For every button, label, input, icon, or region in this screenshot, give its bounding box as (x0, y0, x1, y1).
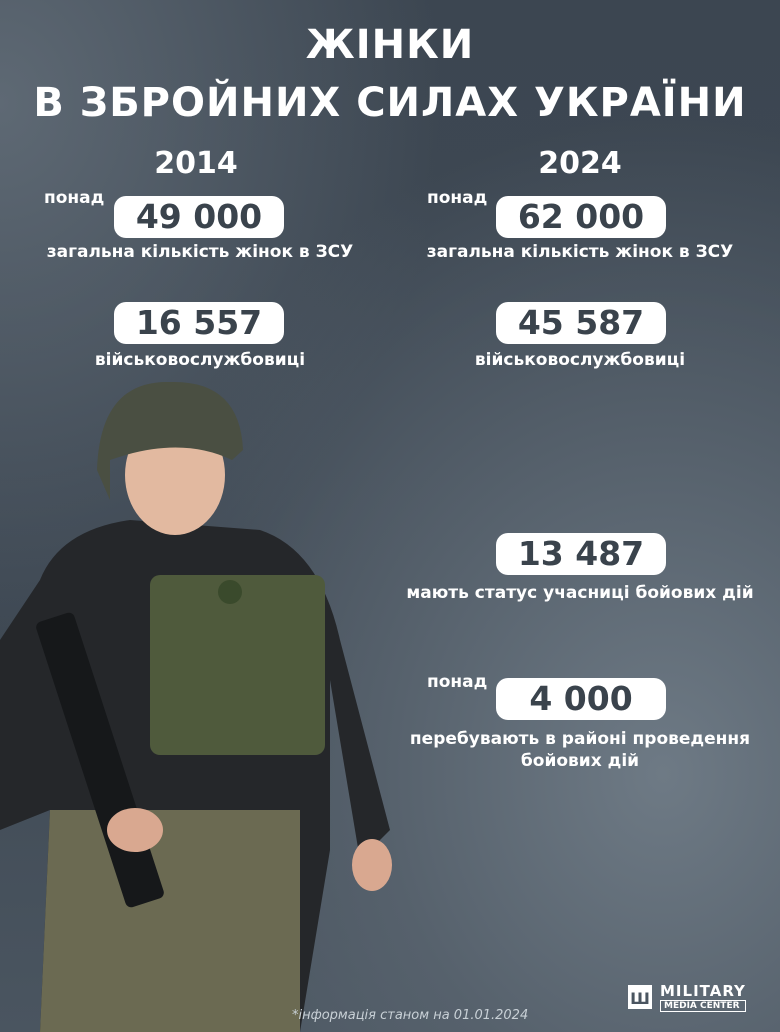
logo-text-2: MEDIA CENTER (660, 1000, 746, 1012)
over-label: понад (427, 188, 488, 208)
combat-caption-2: бойових дій (520, 751, 640, 771)
over-label: понад (44, 188, 105, 208)
servicewomen-2014: 16 557 (114, 302, 284, 344)
combat-zone-2024: 4 000 (496, 678, 666, 720)
year-2024: 2024 (538, 146, 622, 181)
military-media-center-logo: Ш MILITARY MEDIA CENTER (626, 982, 746, 1012)
trident-icon: Ш (628, 985, 652, 1009)
combat-caption-1: перебувають в районі проведення (409, 729, 751, 749)
servicewomen-caption-2014: військовослужбовиці (94, 350, 306, 370)
year-2014: 2014 (154, 146, 238, 181)
total-caption-2014: загальна кількість жінок в ЗСУ (46, 242, 354, 262)
logo-text-1: MILITARY (660, 982, 746, 1000)
servicewomen-2024: 45 587 (496, 302, 666, 344)
total-caption-2024: загальна кількість жінок в ЗСУ (426, 242, 734, 262)
total-2014: 49 000 (114, 196, 284, 238)
over-label: понад (427, 672, 488, 692)
soldier-photo (0, 381, 392, 1032)
total-2024: 62 000 (496, 196, 666, 238)
title-line-2: В ЗБРОЙНИХ СИЛАХ УКРАЇНИ (33, 80, 747, 126)
servicewomen-caption-2024: військовослужбовиці (474, 350, 686, 370)
title-line-1: ЖІНКИ (305, 22, 475, 68)
svg-text:Ш: Ш (630, 989, 650, 1008)
veterans-2024: 13 487 (496, 533, 666, 575)
veterans-caption: мають статус учасниці бойових дій (406, 583, 754, 603)
footnote: *інформація станом на 01.01.2024 (292, 1008, 529, 1023)
